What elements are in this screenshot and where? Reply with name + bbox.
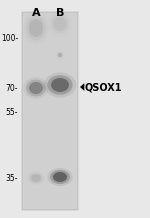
Text: QSOX1: QSOX1 (85, 82, 122, 92)
Ellipse shape (23, 12, 49, 44)
Text: A: A (32, 8, 40, 18)
Ellipse shape (47, 168, 73, 186)
Text: 70-: 70- (6, 83, 18, 92)
Ellipse shape (44, 72, 76, 98)
Ellipse shape (51, 78, 69, 92)
Ellipse shape (26, 15, 46, 41)
Ellipse shape (50, 170, 70, 184)
Polygon shape (80, 83, 84, 91)
Ellipse shape (27, 171, 45, 185)
Ellipse shape (56, 51, 64, 59)
Ellipse shape (29, 82, 43, 94)
Ellipse shape (57, 52, 63, 58)
Text: B: B (56, 8, 64, 18)
Ellipse shape (47, 75, 73, 95)
Ellipse shape (29, 19, 43, 37)
Ellipse shape (26, 80, 46, 96)
Text: 55-: 55- (6, 107, 18, 116)
Ellipse shape (53, 17, 67, 31)
Ellipse shape (47, 11, 73, 37)
Ellipse shape (50, 14, 70, 34)
Text: 100-: 100- (1, 34, 18, 43)
Ellipse shape (31, 174, 41, 182)
Ellipse shape (58, 53, 62, 57)
FancyBboxPatch shape (22, 12, 78, 210)
Ellipse shape (53, 172, 67, 182)
Text: 35-: 35- (6, 174, 18, 182)
Ellipse shape (23, 77, 49, 99)
Ellipse shape (29, 172, 43, 184)
